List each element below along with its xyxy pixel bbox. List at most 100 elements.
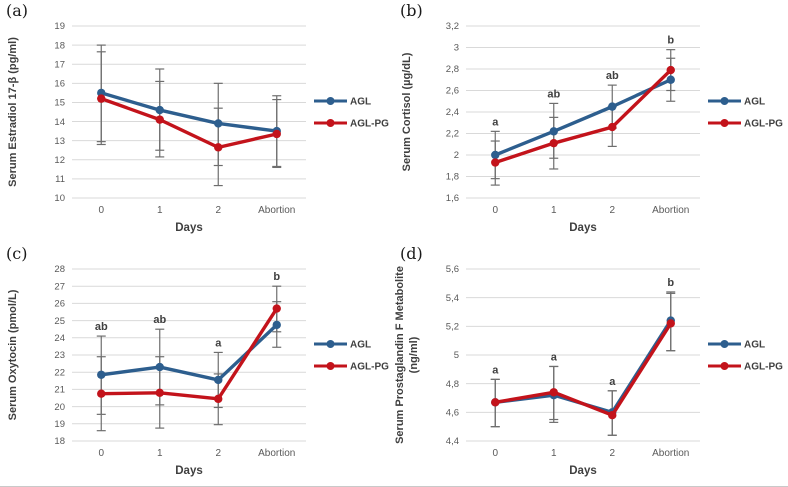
panel-letter: (a) <box>6 1 28 20</box>
y-tick-label: 11 <box>55 174 65 185</box>
data-point-AGL-PG <box>155 388 164 398</box>
y-tick-label: 20 <box>54 402 65 413</box>
data-point-AGL-PG <box>666 65 675 75</box>
series-line-AGL <box>99 323 279 382</box>
y-tick-label: 4,4 <box>446 436 459 447</box>
x-tick-label: 1 <box>157 205 163 216</box>
x-tick-label: Abortion <box>258 205 295 216</box>
significance-letter: a <box>492 364 499 376</box>
x-axis-title: Days <box>175 222 203 234</box>
data-point-AGL-PG <box>155 115 164 124</box>
y-tick-label: 27 <box>54 281 65 292</box>
x-tick-label: 1 <box>551 448 557 459</box>
y-tick-label: 24 <box>54 333 65 344</box>
legend-marker-AGL-PG <box>326 119 335 127</box>
y-tick-label: 1,6 <box>446 193 459 204</box>
y-tick-label: 19 <box>54 419 65 430</box>
data-point-AGL-PG <box>272 129 281 139</box>
significance-letter: ab <box>153 314 166 326</box>
y-tick-label: 2,8 <box>446 64 459 75</box>
series-line-AGL <box>493 78 673 157</box>
x-tick-label: 2 <box>215 205 221 216</box>
legend-label-AGL: AGL <box>744 97 765 108</box>
series-line-AGL <box>99 91 279 133</box>
data-point-AGL <box>214 375 223 385</box>
data-point-AGL <box>491 150 500 160</box>
data-point-AGL <box>155 105 164 115</box>
y-tick-label: 13 <box>54 136 65 147</box>
panel-letter: (b) <box>400 1 423 20</box>
panel-letter: (c) <box>6 244 27 263</box>
data-point-AGL-PG <box>214 394 223 404</box>
x-tick-label: 0 <box>492 448 498 459</box>
series-line-AGL-PG <box>493 68 673 165</box>
y-tick-label: 2,4 <box>446 107 459 118</box>
legend-label-AGL-PG: AGL-PG <box>744 119 783 130</box>
x-tick-label: 1 <box>157 448 163 459</box>
x-axis-title: Days <box>569 222 597 234</box>
series-line-AGL-PG <box>99 306 279 401</box>
significance-letter: b <box>667 35 674 47</box>
significance-letter: ab <box>606 70 619 82</box>
data-point-AGL-PG <box>666 319 675 328</box>
x-tick-label: Abortion <box>652 205 689 216</box>
y-tick-label: 16 <box>54 79 65 90</box>
y-tick-label: 3 <box>454 43 459 54</box>
series-line-AGL-PG <box>493 321 673 417</box>
y-tick-label: 19 <box>54 21 65 32</box>
legend-marker-AGL-PG <box>720 119 729 127</box>
legend-marker-AGL-PG <box>326 362 335 370</box>
x-tick-label: 2 <box>609 448 615 459</box>
data-point-AGL-PG <box>97 94 106 103</box>
y-tick-label: 15 <box>54 98 65 109</box>
y-tick-label: 21 <box>54 385 65 396</box>
data-point-AGL-PG <box>608 122 617 132</box>
x-axis-title: Days <box>175 465 203 477</box>
x-tick-label: 0 <box>98 205 104 216</box>
y-tick-label: 4,8 <box>446 379 459 390</box>
significance-letter: a <box>609 376 616 388</box>
legend-label-AGL-PG: AGL-PG <box>744 362 783 373</box>
significance-letter: b <box>667 277 674 289</box>
y-tick-label: 18 <box>54 40 65 51</box>
data-point-AGL-PG <box>549 388 558 397</box>
y-tick-label: 2,2 <box>446 129 459 140</box>
y-tick-label: 2,6 <box>446 86 459 97</box>
legend-marker-AGL <box>720 340 729 348</box>
data-point-AGL-PG <box>272 304 281 313</box>
significance-letter: ab <box>95 321 108 333</box>
x-tick-label: 1 <box>551 205 557 216</box>
panel-b-cortisol-chart: 1,6 1,8 2 2,2 2,4 2,6 2,8 3 3,2 (b) Serum Cortisol… <box>400 1 783 234</box>
data-point-AGL <box>155 362 164 372</box>
y-tick-label: 2 <box>454 150 459 161</box>
y-tick-label: 5,2 <box>446 322 459 333</box>
y-tick-label: 17 <box>54 59 65 70</box>
y-axis-title: Serum Oxytocin (pmol/L) <box>7 289 19 420</box>
panel-d-pgfm-chart: 4,4 4,6 4,8 5 5,2 5,4 5,6 (d) Serum Prostaglandi… <box>394 244 783 477</box>
x-tick-label: 0 <box>98 448 104 459</box>
y-tick-label: 18 <box>54 436 65 447</box>
data-point-AGL <box>608 102 617 111</box>
data-point-AGL-PG <box>549 138 558 148</box>
significance-letter: ab <box>547 88 560 100</box>
y-axis-title: Serum Prostaglandin F Metabolite <box>394 266 406 444</box>
data-point-AGL-PG <box>608 411 617 420</box>
data-point-AGL <box>272 320 281 330</box>
y-axis-title: Serum Cortisol (µg/dL) <box>401 52 413 171</box>
series-line-AGL-PG <box>99 96 279 150</box>
x-tick-label: 2 <box>215 448 221 459</box>
y-tick-label: 22 <box>54 367 65 378</box>
legend-marker-AGL <box>326 97 335 105</box>
y-tick-label: 12 <box>54 155 65 166</box>
data-point-AGL <box>549 127 558 136</box>
x-tick-label: Abortion <box>652 448 689 459</box>
significance-letter: a <box>215 337 222 349</box>
y-tick-label: 4,6 <box>446 408 459 419</box>
y-tick-label: 28 <box>54 264 65 275</box>
legend-label-AGL-PG: AGL-PG <box>350 119 389 130</box>
y-axis-title: (ng/ml) <box>408 336 420 373</box>
x-axis-title: Days <box>569 465 597 477</box>
significance-letter: a <box>492 116 499 128</box>
